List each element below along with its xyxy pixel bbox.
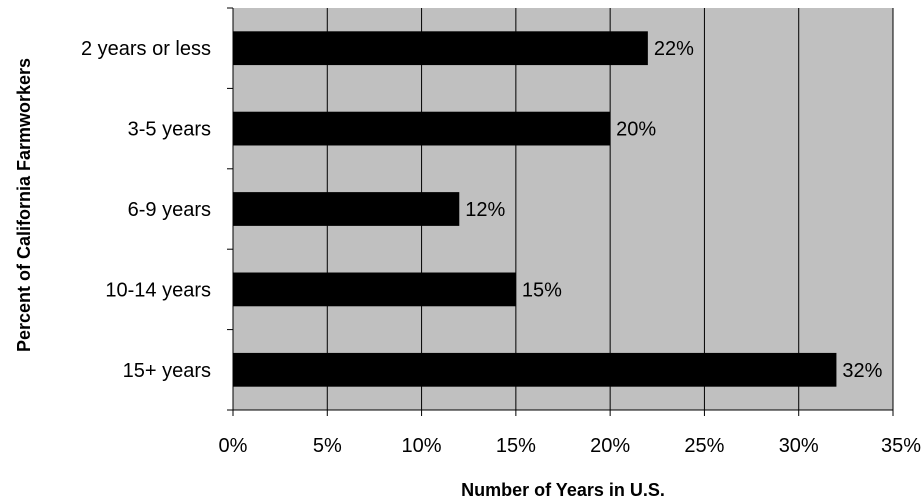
x-tick-label: 10% [402,435,442,457]
x-tick-label: 35% [881,435,921,457]
x-tick-label: 30% [779,435,819,457]
x-axis-title: Number of Years in U.S. [461,480,665,500]
y-tick-label: 2 years or less [81,38,211,60]
bar-0 [233,31,648,66]
data-labels: 22% 20% 12% 15% 32% [465,38,882,382]
x-tick-label: 5% [313,435,342,457]
x-tick-label: 15% [496,435,536,457]
y-axis-title: Percent of California Farmworkers [14,58,34,352]
x-tick-label: 25% [684,435,724,457]
data-label-2: 12% [465,199,505,221]
bars [233,31,837,387]
bar-2 [233,192,460,226]
bar-4 [233,352,837,387]
y-tick-label: 10-14 years [105,279,211,301]
y-tick-label: 6-9 years [128,199,211,221]
y-axis: 2 years or less 3-5 years 6-9 years 10-14 y… [81,7,234,411]
y-tick-label: 15+ years [123,360,211,382]
x-tick-label: 0% [219,435,248,457]
x-tick-label: 20% [590,435,630,457]
y-tick-label: 3-5 years [128,119,211,141]
x-axis: 0% 5% 10% 15% 20% 25% 30% 35% [219,409,921,457]
data-label-3: 15% [522,279,562,301]
data-label-4: 32% [842,360,882,382]
bar-3 [233,272,516,307]
data-label-1: 20% [616,119,656,141]
data-label-0: 22% [654,38,694,60]
bar-1 [233,111,611,146]
